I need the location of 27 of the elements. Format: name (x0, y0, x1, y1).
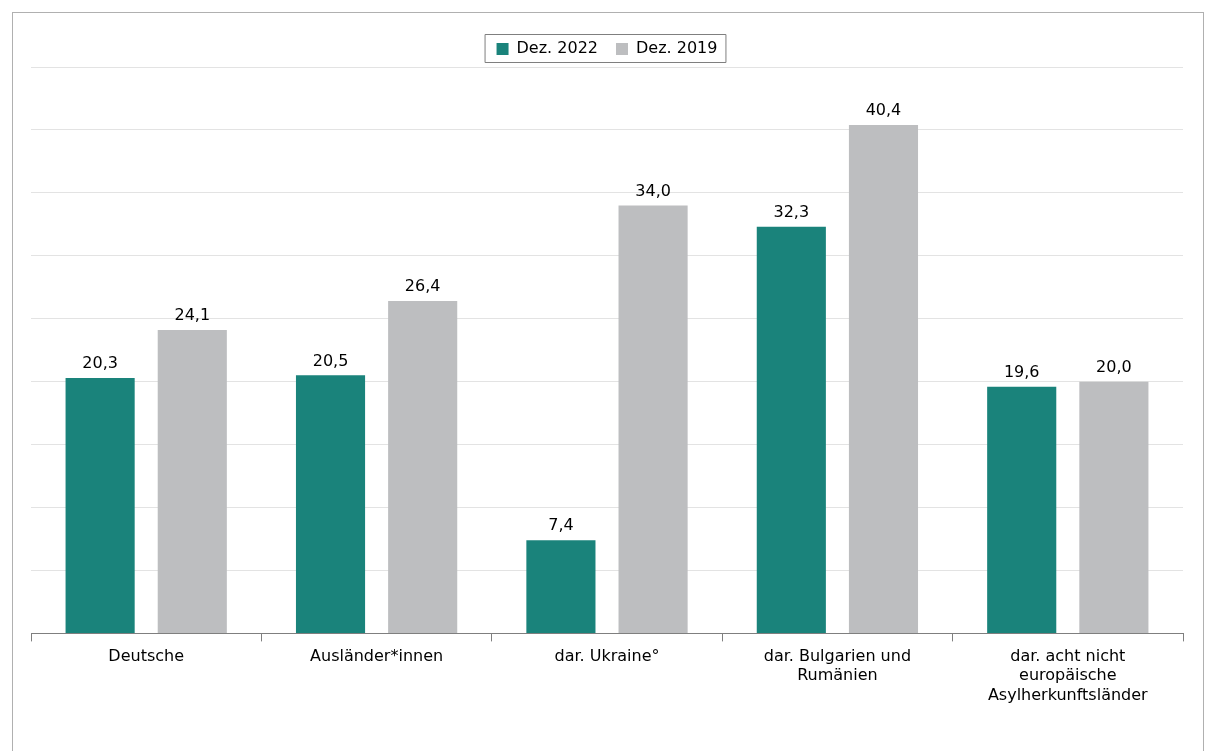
x-tick-label: dar. Bulgarien und Rumänien (763, 646, 912, 685)
bar (756, 226, 826, 633)
x-tick-label: Deutsche (108, 646, 185, 666)
bar (65, 377, 135, 633)
data-label: 34,0 (635, 180, 671, 200)
x-tick-label: dar. Ukraine° (554, 646, 660, 666)
bar (618, 205, 688, 633)
bar (526, 540, 596, 633)
data-label: 20,3 (82, 353, 118, 373)
bar (388, 301, 458, 633)
legend-label: Dez. 2022 (516, 38, 598, 58)
data-label: 24,1 (174, 305, 211, 325)
bar (848, 124, 919, 633)
data-label: 7,4 (548, 515, 574, 535)
x-tick-label: Ausländer*innen (310, 646, 444, 666)
bar (1079, 381, 1149, 633)
data-label: 32,3 (773, 202, 810, 222)
x-tick-label: dar. acht nicht europäische Asylherkunftsländer (987, 646, 1149, 704)
bar (157, 330, 227, 633)
bar (987, 386, 1057, 633)
legend-label: Dez. 2019 (636, 38, 718, 58)
data-label: 26,4 (404, 276, 441, 296)
bar (295, 375, 366, 633)
data-label: 19,6 (1003, 361, 1040, 381)
data-label: 20,0 (1096, 356, 1132, 376)
data-label: 40,4 (865, 100, 902, 120)
data-label: 20,5 (312, 350, 349, 370)
